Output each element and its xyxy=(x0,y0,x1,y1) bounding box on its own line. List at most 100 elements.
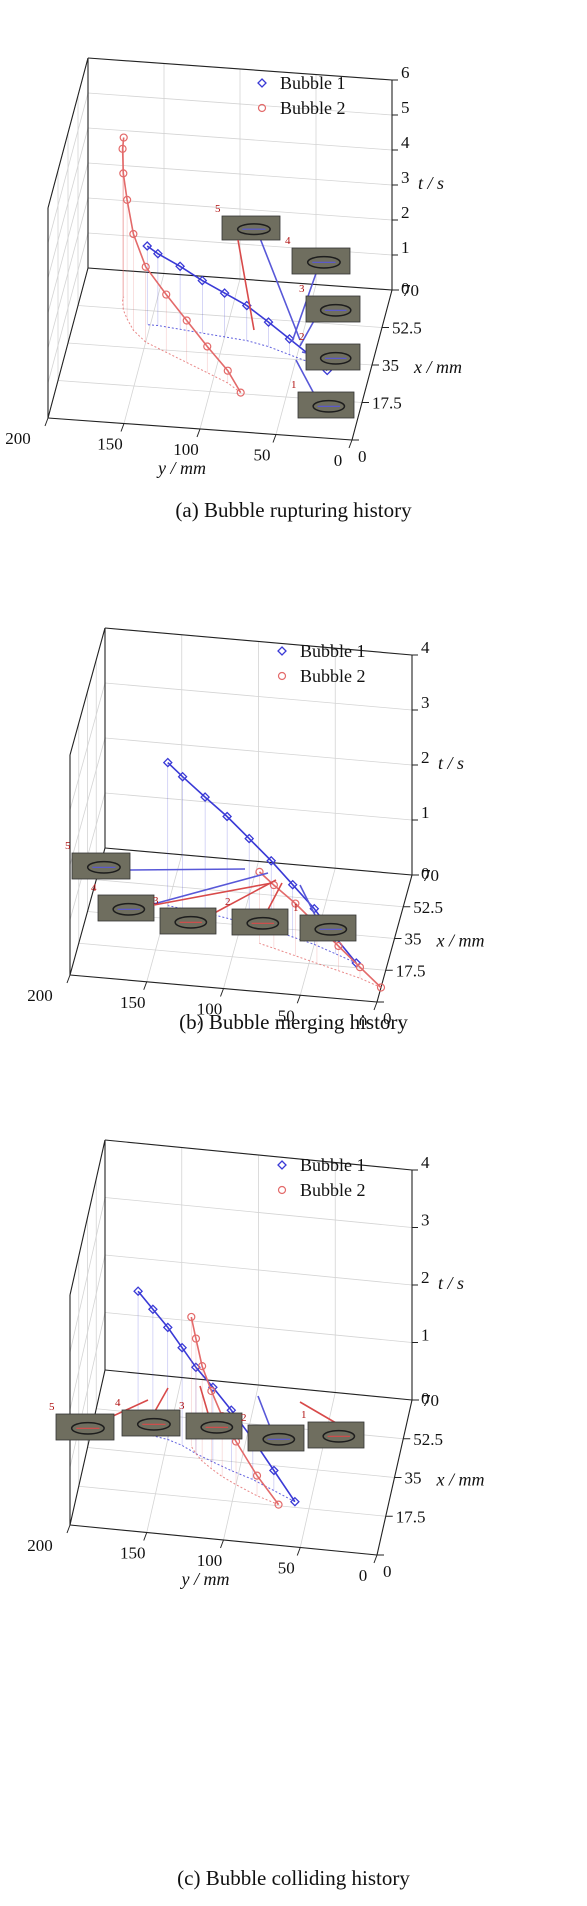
chart-c-s2-trajectory xyxy=(190,1316,280,1506)
chart-a-snapshot-image xyxy=(291,247,351,275)
chart-c-y-tick-label: 150 xyxy=(120,1544,146,1563)
chart-b-s2-floor-trace xyxy=(259,942,382,988)
chart-c-s2-point xyxy=(207,1386,216,1396)
chart-a-x-tick-label: 70 xyxy=(402,281,419,300)
chart-a-s1-point xyxy=(175,261,186,272)
chart-b-snapshot-image xyxy=(71,852,131,880)
chart-a-s1-floor-trace xyxy=(147,324,328,371)
chart-b-legend-marker-bubble-2 xyxy=(277,671,287,681)
chart-a-y-tick xyxy=(272,434,277,443)
chart-b-x-tick-label: 0 xyxy=(383,1009,392,1025)
chart-c-y-tick xyxy=(66,1524,71,1534)
chart-c-x-axis-title: x / mm xyxy=(436,1470,485,1490)
chart-a-snapshot-label: 3 xyxy=(299,283,305,295)
chart-c-s1-point xyxy=(177,1342,188,1353)
chart-c-y-tick-label: 200 xyxy=(27,1536,53,1555)
chart-b-legend-marker-bubble-1 xyxy=(277,646,287,656)
chart-b-y-tick xyxy=(143,981,148,990)
chart-a-x-tick-label: 35 xyxy=(382,356,399,375)
chart-a-box-edge xyxy=(87,267,393,291)
chart-b-s1-point xyxy=(266,855,277,866)
chart-b-snapshot-bubble xyxy=(112,902,146,916)
chart-c-snapshot-image xyxy=(247,1424,305,1452)
chart-b-s2-point xyxy=(376,983,386,992)
chart-c-s2-point xyxy=(191,1334,201,1343)
chart-b-snapshot-bubble xyxy=(314,922,348,936)
chart-a-s1-trajectory xyxy=(146,245,328,372)
chart-b-x-tick-label: 35 xyxy=(405,930,422,949)
chart-c-s1-point xyxy=(133,1286,144,1297)
chart-c-snapshot-bubble xyxy=(136,1417,171,1431)
chart-a-snapshot-image xyxy=(305,295,361,323)
chart-a-y-tick xyxy=(44,417,49,427)
chart-c-snapshot-image xyxy=(307,1421,365,1449)
chart-b-snapshot-image xyxy=(299,914,357,942)
chart-a-y-tick xyxy=(348,439,353,449)
chart-a-s2-point xyxy=(119,169,128,178)
chart-c-box-edge xyxy=(69,1369,106,1526)
chart-c-y-tick xyxy=(296,1547,301,1556)
chart-a-s2-trajectory xyxy=(121,137,242,394)
chart-a-snapshot-label: 2 xyxy=(299,331,305,343)
chart-c-snapshot-bubble xyxy=(200,1420,234,1434)
chart-c-snapshot-label: 5 xyxy=(49,1401,55,1413)
chart-a-x-tick-label: 17.5 xyxy=(372,394,402,413)
chart-b-snapshot-bubble xyxy=(246,916,280,930)
chart-a-snapshot-bubble xyxy=(319,351,352,365)
chart-b-t-tick-label: 1 xyxy=(421,803,430,822)
chart-b-legend-label-bubble-1: Bubble 1 xyxy=(300,641,366,661)
chart-c-legend-marker-bubble-1 xyxy=(277,1160,287,1170)
chart-c-x-tick-label: 70 xyxy=(422,1391,439,1410)
chart-a-box-edge xyxy=(87,57,393,81)
chart-c-t-tick-label: 0 xyxy=(421,1389,430,1408)
chart-a-t-tick-label: 4 xyxy=(401,133,410,152)
chart-c-t-tick-label: 4 xyxy=(421,1153,430,1172)
chart-a-y-tick xyxy=(196,428,201,438)
chart-c-x-tick-label: 0 xyxy=(383,1562,392,1581)
chart-a-s1-point xyxy=(152,248,163,259)
chart-c-snapshot-bubble xyxy=(322,1429,356,1443)
chart-a-snapshot-bubble xyxy=(306,255,341,269)
chart-a-snapshot-bubble xyxy=(236,223,271,236)
chart-b-y-tick xyxy=(296,995,301,1004)
chart-b-snapshot-image xyxy=(97,894,155,922)
chart-a-s2-point xyxy=(162,290,171,299)
chart-a-floor-gridline xyxy=(77,305,383,328)
chart-c-snapshot-label: 4 xyxy=(115,1397,121,1409)
chart-b-box-edge xyxy=(104,847,413,876)
chart-panel-a: 200 150 100 50 0 70 52.5 35 17.5 0 0 1 2 3 4 5 6 y / mm x … xyxy=(0,0,587,535)
chart-b-s1-point xyxy=(222,811,233,822)
chart-b-y-tick-label: 0 xyxy=(359,1013,368,1025)
chart-c-s1-point xyxy=(289,1496,300,1507)
chart-b-snapshot-bubble xyxy=(86,860,121,874)
chart-a-s2-point xyxy=(129,229,138,239)
chart-a-t-tick-label: 6 xyxy=(401,63,410,82)
chart-b-caption: (b) Bubble merging history xyxy=(179,1010,408,1034)
chart-a-snapshot-label: 4 xyxy=(285,235,291,247)
chart-c-t-tick-label: 1 xyxy=(421,1326,430,1345)
chart-a-y-tick-label: 0 xyxy=(334,451,343,470)
chart-b-s1-point xyxy=(162,757,173,768)
chart-b-x-tick-label: 17.5 xyxy=(396,961,426,980)
chart-c-t-tick-label: 3 xyxy=(421,1211,430,1230)
chart-c-snapshot-bubble xyxy=(70,1421,105,1435)
chart-a-s2-point xyxy=(118,144,127,153)
chart-a-x-axis-title: x / mm xyxy=(413,357,462,377)
chart-a-x-tick-label: 0 xyxy=(358,447,367,466)
chart-c-x-tick-label: 52.5 xyxy=(413,1430,443,1449)
chart-a-t-tick-label: 1 xyxy=(401,238,410,257)
chart-c-snapshot-bubble xyxy=(262,1432,296,1446)
chart-a-t-tick-label: 5 xyxy=(401,98,410,117)
chart-c-y-tick-label: 100 xyxy=(197,1551,223,1570)
chart-c-y-tick-label: 0 xyxy=(359,1566,368,1585)
chart-c-box-edge xyxy=(69,1139,106,1296)
chart-b-snapshot-image xyxy=(231,908,289,936)
chart-c-snapshot-image xyxy=(121,1409,181,1437)
chart-a-t-tick-label: 0 xyxy=(401,279,410,298)
chart-c-s1-point xyxy=(162,1322,173,1333)
chart-a-s2-point xyxy=(141,262,150,271)
chart-a-snapshot-arrow xyxy=(237,239,255,331)
chart-b-y-tick xyxy=(373,1001,378,1011)
chart-panel-c: 200 150 100 50 0 70 52.5 35 17.5 0 0 1 2 3 4 y / mm x / … xyxy=(0,1070,587,1906)
